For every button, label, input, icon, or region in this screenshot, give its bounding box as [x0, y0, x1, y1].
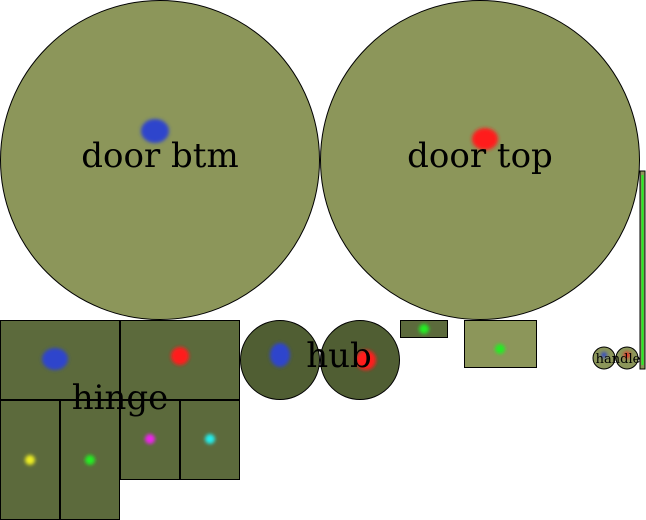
edge-strip: [639, 170, 646, 370]
red-marker: [624, 352, 630, 358]
handle-part: handle: [592, 346, 641, 370]
plate-part: [464, 320, 537, 368]
tab-part: [400, 320, 448, 338]
yellow-marker: [25, 455, 35, 465]
hub-part: hub: [240, 320, 400, 400]
hinge-part: hinge: [0, 320, 240, 520]
hinge-label: hinge: [72, 378, 169, 418]
door-top-part: door top: [320, 0, 640, 320]
red-marker: [171, 347, 189, 365]
door-top-label: door top: [407, 136, 553, 176]
green-marker: [419, 324, 429, 334]
blue-marker: [601, 352, 607, 358]
blue-marker: [42, 348, 68, 370]
hub-label: hub: [306, 336, 372, 376]
door-btm-part: door btm: [0, 0, 320, 320]
blue-marker: [141, 119, 169, 143]
door-btm-label: door btm: [81, 136, 238, 176]
red-marker: [356, 350, 376, 370]
red-marker: [472, 128, 498, 150]
blue-marker: [270, 343, 290, 367]
handle-label: handle: [596, 352, 641, 367]
green-marker: [85, 455, 95, 465]
magenta-marker: [145, 434, 155, 444]
green-marker: [641, 175, 644, 365]
cyan-marker: [205, 434, 215, 444]
green-marker: [495, 344, 505, 354]
